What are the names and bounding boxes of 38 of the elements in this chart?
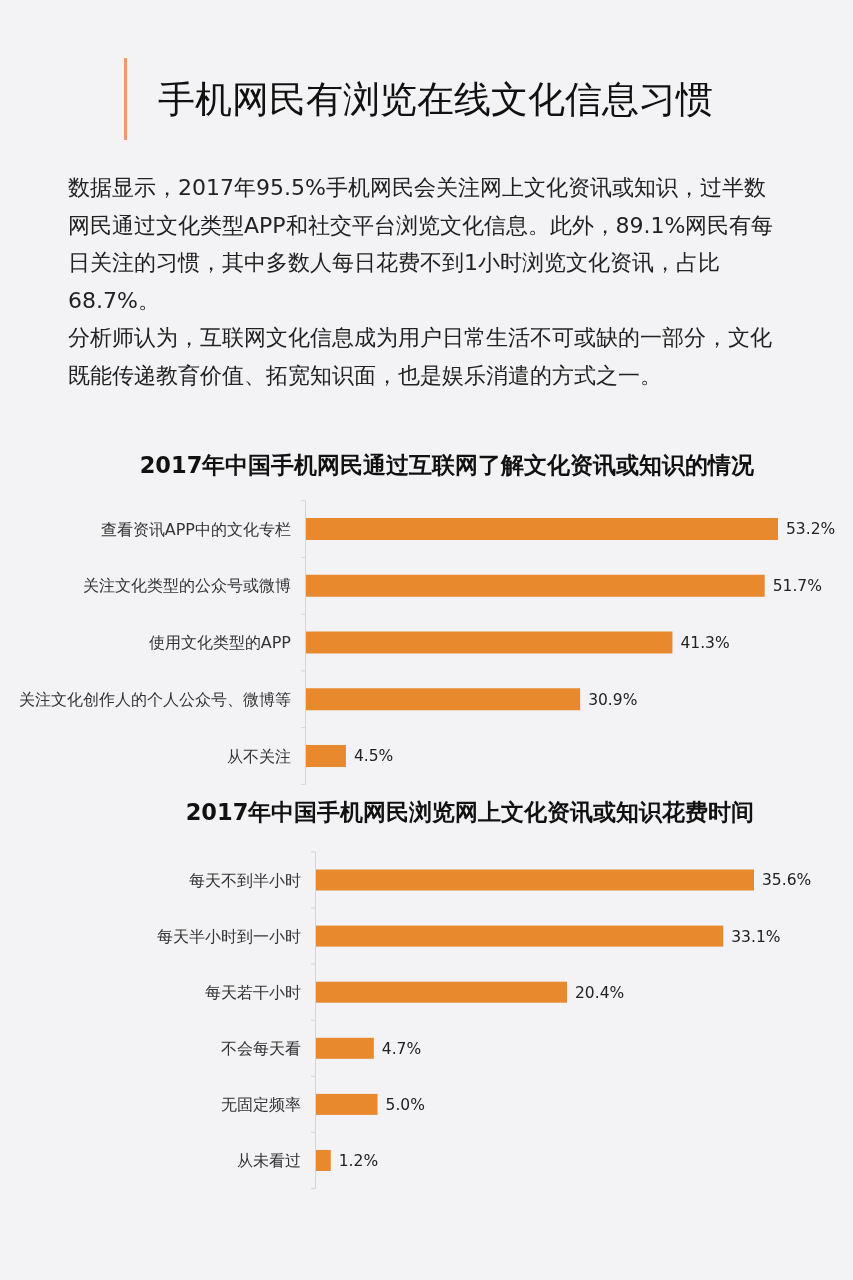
data-label: 51.7% [772, 577, 822, 596]
data-label: 20.4% [574, 983, 625, 1002]
bar [306, 688, 581, 711]
text: 数据显示，2017年95.5%手机网民会关注网上文化资讯或知识，过半数网民通过文化类型APP和社交平台浏览文化信息。此外，89.1%网民有每日关注的习惯，其中多数人每日花费不到1小时浏览文化资讯，占比68.7%。 [68, 175, 774, 313]
text: 分析师认为，互联网文化信息成为用户日常生活不可或缺的一部分，文化既能传递教育价值、拓宽知识面，也是娱乐消遣的方式之一。 [68, 325, 772, 388]
y-tick-label: 从未看过 [237, 1151, 301, 1171]
data-label: 53.2% [786, 520, 836, 539]
data-label: 4.7% [381, 1039, 422, 1058]
data-label: 30.9% [588, 690, 638, 709]
bar [316, 925, 724, 947]
y-tick-label: 使用文化类型的APP [148, 633, 292, 653]
data-label: 41.3% [680, 633, 730, 652]
bar [306, 745, 346, 767]
y-tick-label: 查看资讯APP中的文化专栏 [100, 519, 291, 539]
y-tick-label: 每天半小时到一小时 [157, 926, 301, 946]
data-label: 33.1% [731, 927, 781, 946]
bar [316, 1093, 378, 1115]
bar [316, 1037, 374, 1059]
data-label: 5.0% [385, 1095, 425, 1114]
chart-title: 2017年中国手机网民通过互联网了解文化资讯或知识的情况 [139, 452, 756, 478]
y-tick-label: 关注文化类型的公众号或微博 [83, 576, 291, 596]
y-tick-label: 不会每天看 [221, 1038, 301, 1058]
bar [306, 574, 765, 597]
bar [306, 518, 778, 540]
y-tick-label: 从不关注 [227, 746, 291, 766]
bar [316, 981, 567, 1003]
y-tick-label: 关注文化创作人的个人公众号、微博等 [19, 689, 291, 709]
chart-title: 2017年中国手机网民浏览网上文化资讯或知识花费时间 [185, 799, 755, 825]
bar [316, 869, 754, 891]
data-label: 1.2% [338, 1151, 379, 1170]
text: 手机网民有浏览在线文化信息习惯 [158, 78, 713, 121]
data-label: 4.5% [353, 747, 394, 766]
y-tick-label: 每天若干小时 [205, 982, 301, 1002]
bar [316, 1150, 331, 1171]
y-tick-label: 每天不到半小时 [189, 870, 301, 890]
y-tick-label: 无固定频率 [221, 1095, 301, 1114]
data-label: 35.6% [762, 871, 812, 890]
bar [306, 631, 673, 654]
